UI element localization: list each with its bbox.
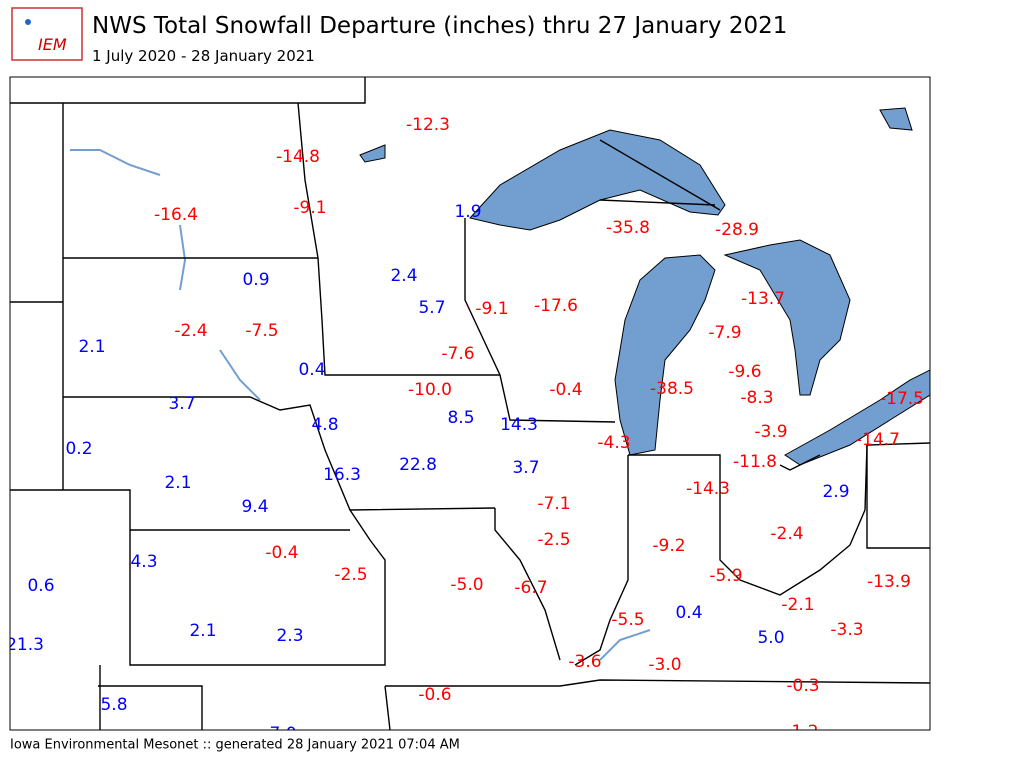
state-borders — [10, 77, 930, 730]
snowfall-label: -3.3 — [830, 620, 863, 640]
snowfall-label: -3.0 — [648, 655, 681, 675]
snowfall-label: 3.7 — [512, 458, 539, 478]
snowfall-label: -7.5 — [245, 321, 278, 341]
snowfall-label: 0.9 — [242, 270, 269, 290]
logo: IEM — [11, 7, 83, 61]
title: NWS Total Snowfall Departure (inches) th… — [92, 13, 787, 39]
snowfall-label: 0.4 — [298, 360, 325, 380]
snowfall-label: -1.2 — [785, 722, 818, 742]
snowfall-label: 22.8 — [399, 455, 437, 475]
snowfall-label: -38.5 — [650, 379, 694, 399]
snowfall-label: -9.2 — [652, 536, 685, 556]
snowfall-label: 14.3 — [500, 415, 538, 435]
snowfall-label: 0.6 — [27, 576, 54, 596]
map: -12.3-14.8-16.4 -9.1 1.9-35.8 -28.90.9 2.45.… — [6, 77, 930, 744]
snowfall-label: 2.1 — [164, 473, 191, 493]
snowfall-label: 4.8 — [311, 415, 338, 435]
logo-text: IEM — [38, 35, 67, 54]
snowfall-label: -14.8 — [276, 147, 320, 167]
map-background — [10, 77, 930, 730]
labels: -12.3-14.8-16.4 -9.1 1.9-35.8 -28.90.9 2.45.… — [6, 115, 924, 744]
snowfall-label: 2.1 — [78, 337, 105, 357]
snowfall-label: -17.5 — [880, 389, 924, 409]
snowfall-label: -0.4 — [549, 380, 582, 400]
snowfall-label: -0.3 — [786, 676, 819, 696]
snowfall-label: -2.4 — [770, 524, 803, 544]
snowfall-label: 0.4 — [675, 603, 702, 623]
snowfall-label: 5.0 — [757, 628, 784, 648]
subtitle: 1 July 2020 - 28 January 2021 — [92, 47, 315, 65]
snowfall-label: 3.7 — [168, 394, 195, 414]
snowfall-label: -2.5 — [334, 565, 367, 585]
snowfall-label: -28.9 — [715, 220, 759, 240]
lakes — [359, 107, 930, 466]
snowfall-label: -11.8 — [733, 452, 777, 472]
snowfall-label: -6.7 — [514, 578, 547, 598]
snowfall-label: 2.1 — [189, 621, 216, 641]
snowfall-label: -13.7 — [741, 289, 785, 309]
snowfall-label: -9.6 — [728, 362, 761, 382]
snowfall-label: -2.4 — [174, 321, 207, 341]
snowfall-label: 8.5 — [447, 408, 474, 428]
snowfall-label: -16.4 — [154, 205, 198, 225]
snowfall-label: 21.3 — [6, 635, 44, 655]
snowfall-label: 5.7 — [418, 298, 445, 318]
snowfall-label: 1.9 — [454, 202, 481, 222]
logo-frame — [11, 7, 83, 61]
snowfall-label: -5.0 — [450, 575, 483, 595]
snowfall-label: 5.8 — [100, 695, 127, 715]
snowfall-label: -9.1 — [475, 299, 508, 319]
snowfall-label: -0.4 — [265, 543, 298, 563]
snowfall-label: -7.1 — [537, 494, 570, 514]
snowfall-label: -7.6 — [441, 344, 474, 364]
map-frame — [9, 76, 931, 731]
snowfall-label: -17.6 — [534, 296, 578, 316]
snowfall-label: -5.9 — [709, 566, 742, 586]
snowfall-label: -0.6 — [418, 685, 451, 705]
snowfall-label: -35.8 — [606, 218, 650, 238]
snowfall-label: 2.3 — [276, 626, 303, 646]
logo-icon — [25, 19, 31, 25]
snowfall-label: -14.3 — [686, 479, 730, 499]
rivers — [70, 149, 651, 661]
snowfall-label: -10.0 — [408, 380, 452, 400]
snowfall-label: -4.3 — [597, 433, 630, 453]
snowfall-label: 16.3 — [323, 465, 361, 485]
snowfall-label: -2.5 — [537, 530, 570, 550]
snowfall-label: 2.9 — [822, 482, 849, 502]
snowfall-label: 0.2 — [65, 439, 92, 459]
snowfall-label: -12.3 — [406, 115, 450, 135]
snowfall-label: -3.9 — [754, 422, 787, 442]
snowfall-label: -8.3 — [740, 388, 773, 408]
snowfall-label: 2.4 — [390, 266, 417, 286]
snowfall-label: 7.0 — [269, 724, 296, 744]
snowfall-label: -9.1 — [293, 198, 326, 218]
footer: Iowa Environmental Mesonet :: generated … — [10, 738, 460, 753]
snowfall-label: -14.7 — [856, 430, 900, 450]
snowfall-label: 9.4 — [241, 497, 268, 517]
snowfall-label: -3.6 — [568, 652, 601, 672]
snowfall-label: -5.5 — [611, 610, 644, 630]
snowfall-label: 4.3 — [130, 552, 157, 572]
snowfall-label: -2.1 — [781, 595, 814, 615]
snowfall-label: -7.9 — [708, 323, 741, 343]
snowfall-label: -13.9 — [867, 572, 911, 592]
